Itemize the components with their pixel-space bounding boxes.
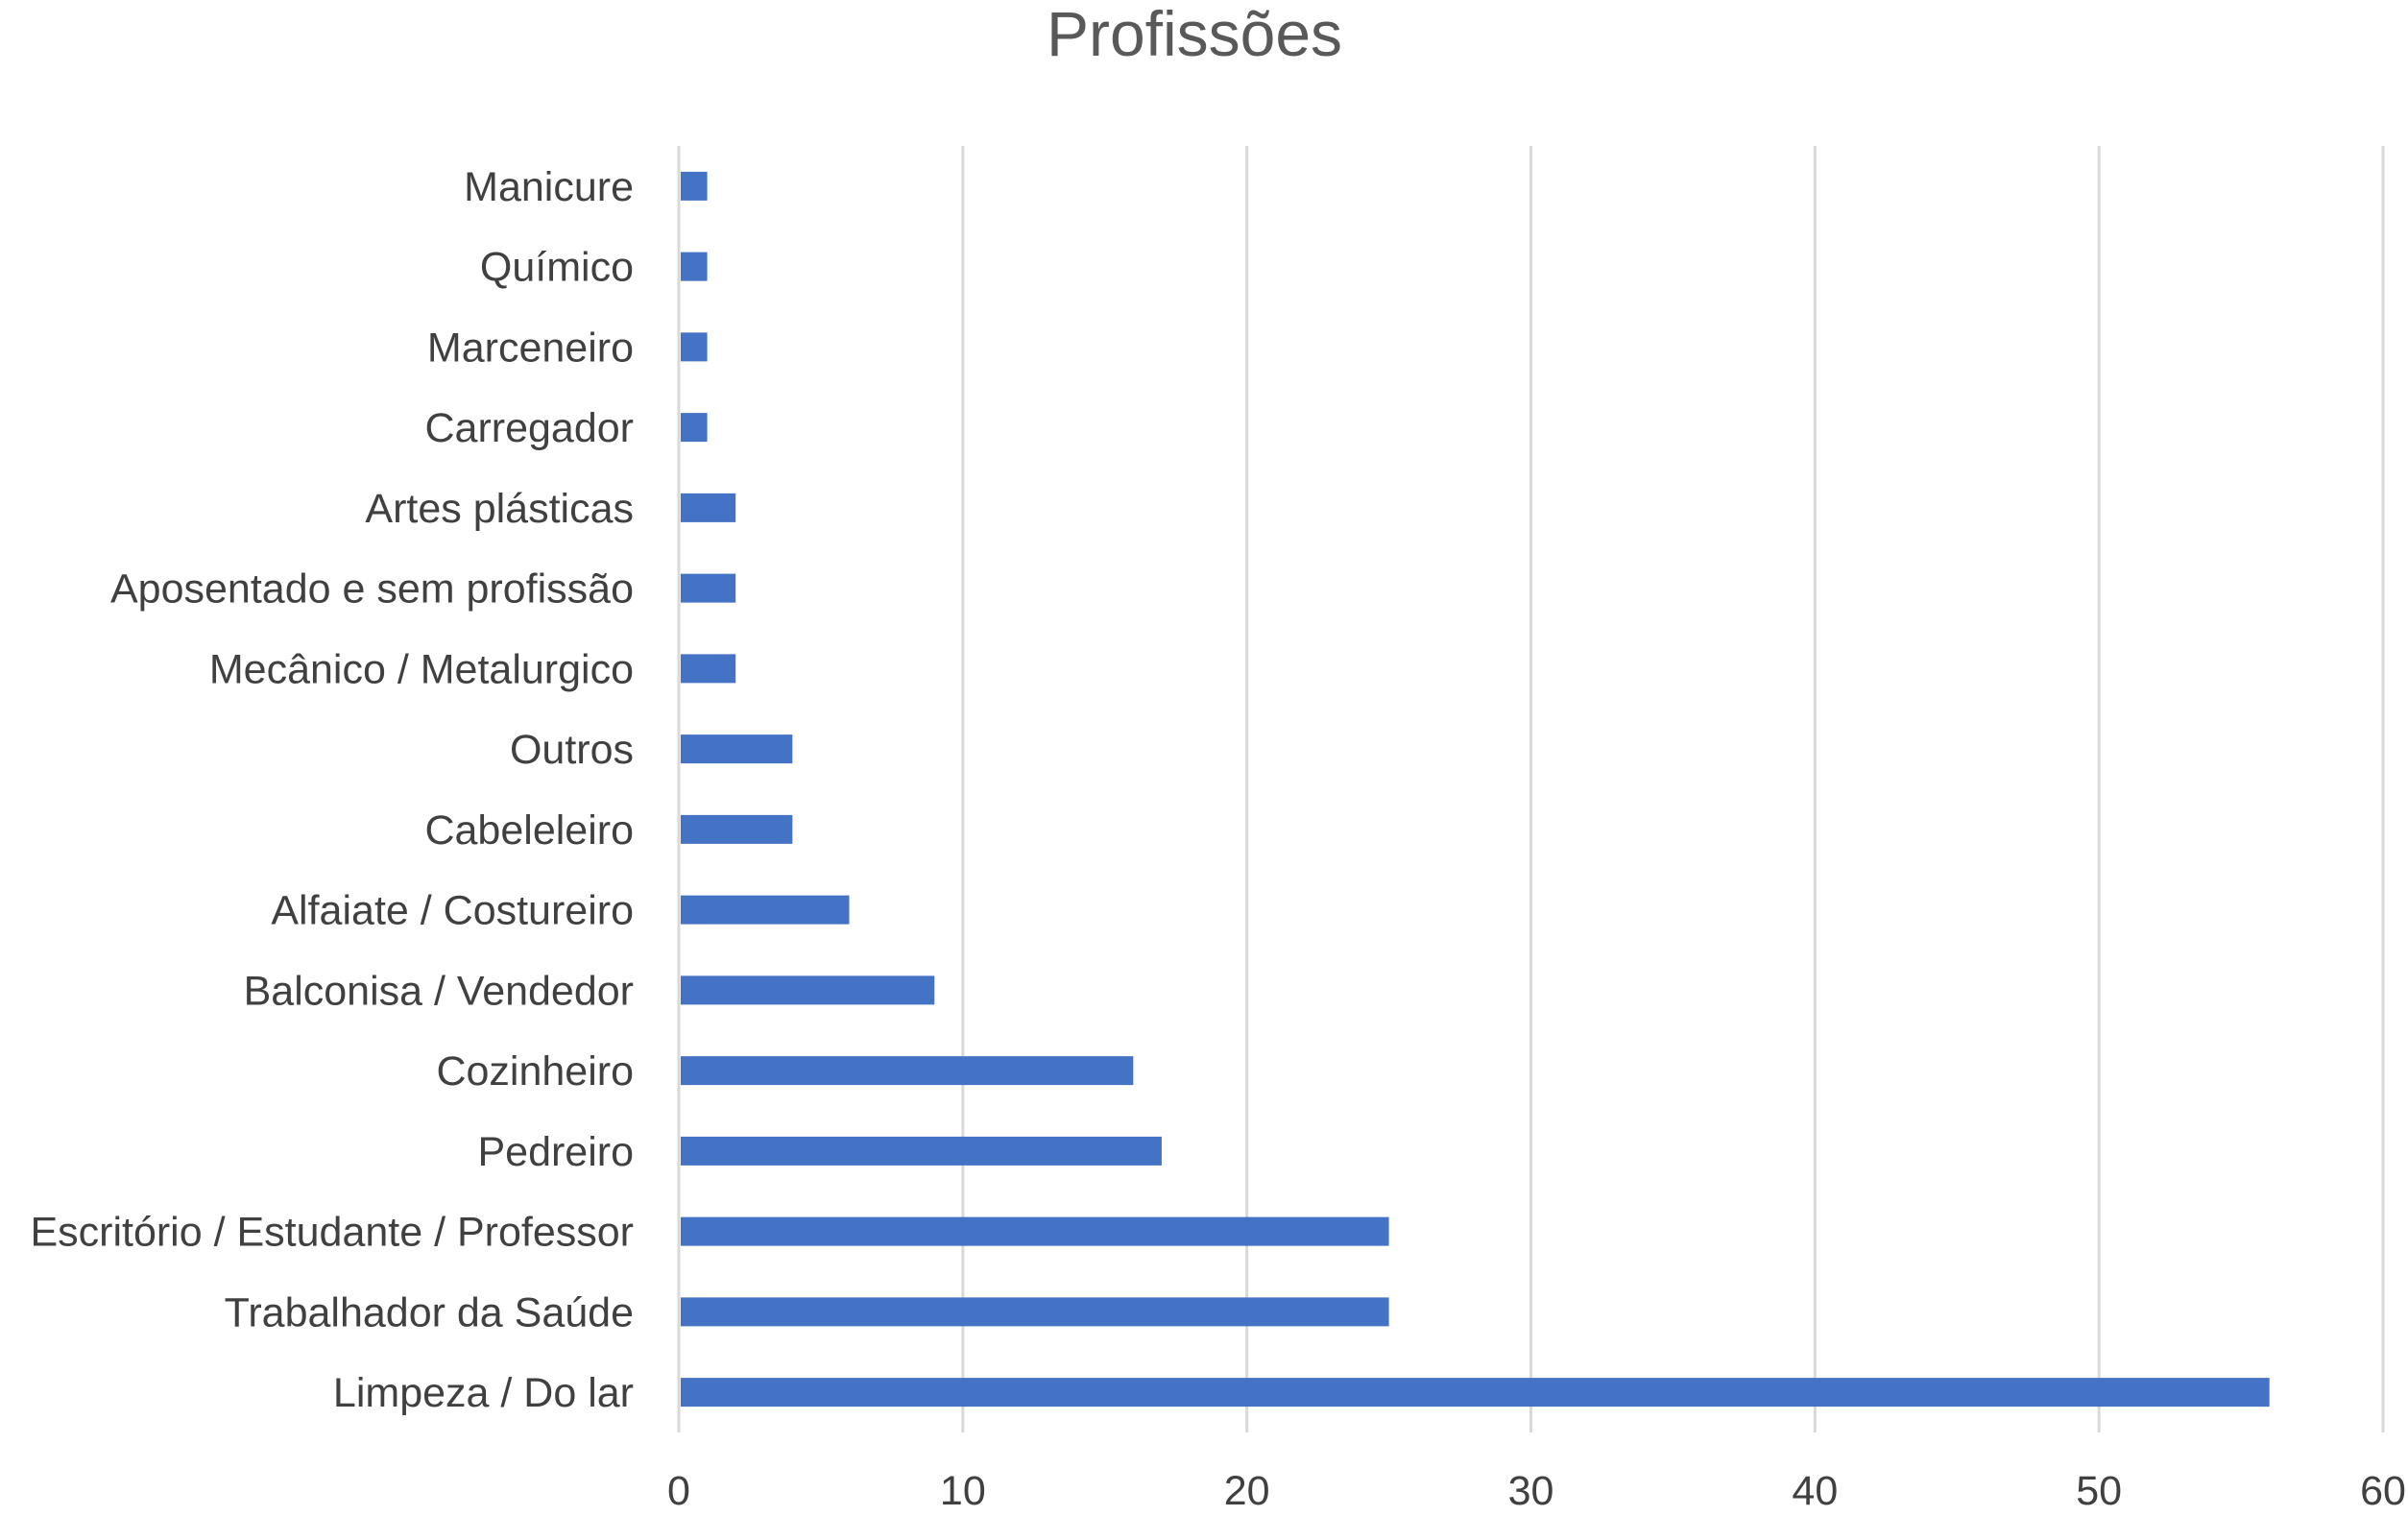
x-tick-label: 40	[1792, 1468, 1838, 1514]
bar	[681, 1136, 1162, 1166]
category-label: Mecânico / Metalurgico	[209, 646, 634, 692]
category-labels: Manicure Químico Marceneiro Carregador Artes…	[30, 164, 634, 1416]
category-label: Cozinheiro	[436, 1048, 634, 1095]
category-label: Alfaiate / Costureiro	[271, 888, 634, 934]
x-tick-label: 10	[940, 1468, 986, 1514]
x-tick-label: 30	[1508, 1468, 1554, 1514]
category-label: Químico	[480, 245, 634, 291]
bar	[681, 1056, 1134, 1086]
category-label: Manicure	[464, 164, 634, 210]
category-label: Artes plásticas	[365, 486, 634, 532]
category-label: Outros	[510, 727, 634, 773]
chart-title: Profissões	[1047, 0, 1342, 69]
category-label: Marceneiro	[427, 325, 634, 371]
bars	[681, 171, 2270, 1408]
gridlines	[677, 146, 2385, 1432]
bar	[681, 332, 708, 362]
category-label: Carregador	[425, 405, 635, 451]
x-tick-labels: 0 10 20 30 40 50 60	[667, 1468, 2406, 1514]
bar	[681, 493, 736, 522]
x-tick-label: 60	[2360, 1468, 2406, 1514]
category-label: Cabeleleiro	[424, 807, 634, 854]
x-tick-label: 50	[2076, 1468, 2122, 1514]
bar	[681, 654, 736, 684]
bar	[681, 1378, 2270, 1408]
bar	[681, 1216, 1389, 1246]
x-tick-label: 20	[1224, 1468, 1270, 1514]
category-label: Limpeza / Do lar	[333, 1370, 634, 1416]
bar	[681, 413, 708, 443]
bar	[681, 171, 708, 201]
category-label: Aposentado e sem profissão	[110, 566, 634, 613]
bar	[681, 252, 708, 281]
category-label: Balconisa / Vendedor	[244, 968, 634, 1014]
bar	[681, 814, 793, 844]
bar	[681, 573, 736, 603]
bar	[681, 895, 850, 925]
category-label: Pedreiro	[477, 1129, 634, 1175]
bar	[681, 1297, 1389, 1327]
category-label: Escritório / Estudante / Professor	[30, 1210, 634, 1256]
bar	[681, 734, 793, 764]
bar	[681, 975, 935, 1005]
category-label: Trabalhador da Saúde	[225, 1289, 634, 1336]
x-tick-label: 0	[667, 1468, 690, 1514]
